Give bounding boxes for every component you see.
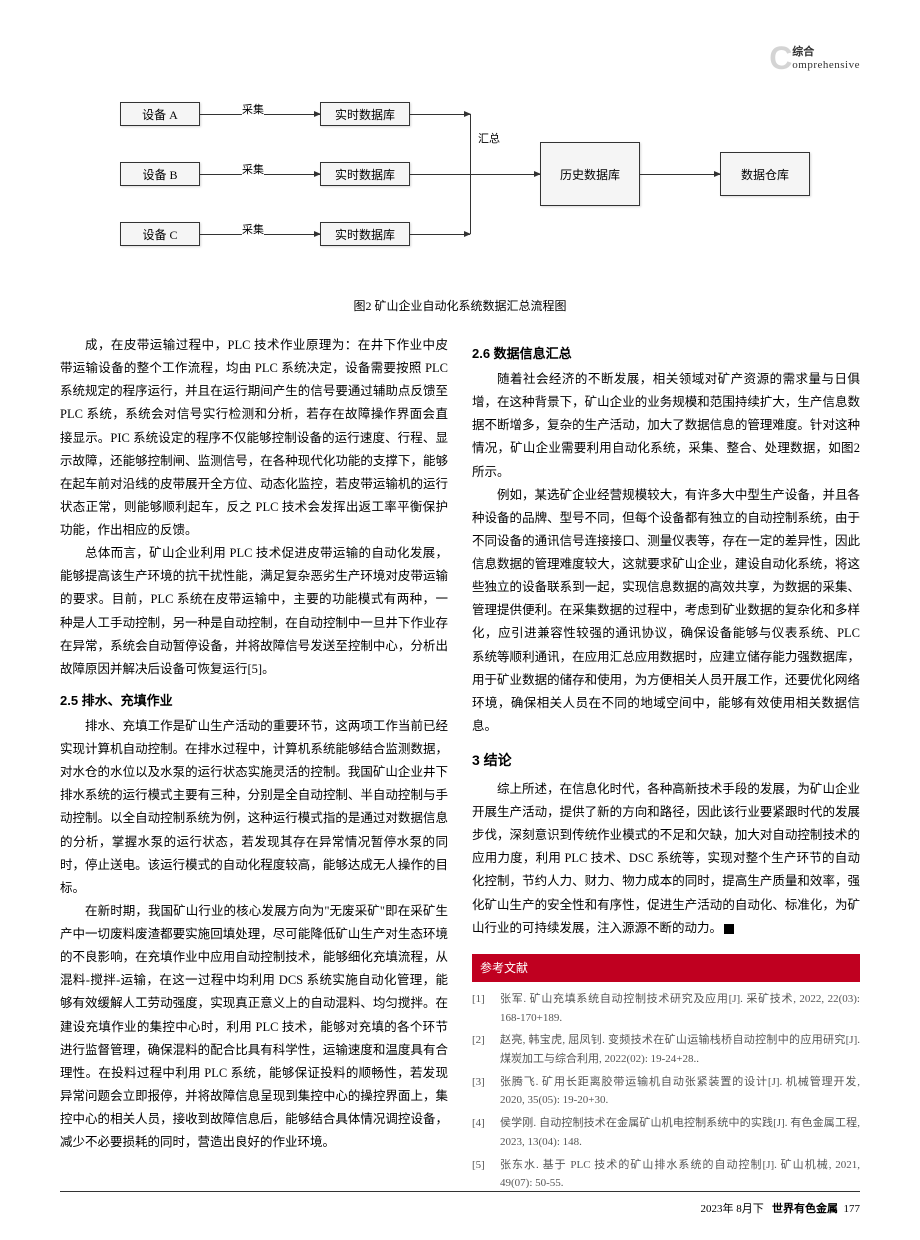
- subsection-25: 2.5 排水、充填作业: [60, 689, 448, 713]
- fc-hist: 历史数据库: [540, 142, 640, 206]
- para: 随着社会经济的不断发展，相关领域对矿产资源的需求量与日俱增，在这种背景下，矿山企…: [472, 368, 860, 484]
- fc-device-c: 设备 C: [120, 222, 200, 246]
- page-footer: 2023年 8月下 世界有色金属 177: [701, 1200, 861, 1216]
- footer-date: 2023年 8月下: [701, 1203, 764, 1215]
- left-column: 成，在皮带运输过程中，PLC 技术作业原理为：在井下作业中皮带运输设备的整个工作…: [60, 334, 448, 1197]
- header-cn: 综合: [792, 46, 860, 58]
- header-en: omprehensive: [792, 59, 860, 71]
- page-header: C 综合 omprehensive: [60, 40, 860, 77]
- fc-line: [410, 234, 470, 235]
- fc-arrow: [410, 174, 540, 175]
- end-mark-icon: [724, 924, 734, 934]
- para: 总体而言，矿山企业利用 PLC 技术促进皮带运输的自动化发展，能够提高该生产环境…: [60, 542, 448, 681]
- para: 例如，某选矿企业经营规模较大，有许多大中型生产设备，并且各种设备的品牌、型号不同…: [472, 484, 860, 738]
- fc-rt3: 实时数据库: [320, 222, 410, 246]
- header-badge: C 综合 omprehensive: [769, 40, 860, 77]
- reference-item: [1]张军. 矿山充填系统自动控制技术研究及应用[J]. 采矿技术, 2022,…: [472, 990, 860, 1027]
- fc-label-collect: 采集: [242, 161, 264, 177]
- para: 成，在皮带运输过程中，PLC 技术作业原理为：在井下作业中皮带运输设备的整个工作…: [60, 334, 448, 542]
- para: 排水、充填工作是矿山生产活动的重要环节，这两项工作当前已经实现计算机自动控制。在…: [60, 715, 448, 900]
- fc-device-b: 设备 B: [120, 162, 200, 186]
- section-3: 3 结论: [472, 748, 860, 774]
- footer-page: 177: [844, 1203, 861, 1215]
- header-c: C: [769, 40, 792, 77]
- reference-item: [4]侯学刚. 自动控制技术在金属矿山机电控制系统中的实践[J]. 有色金属工程…: [472, 1114, 860, 1151]
- flowchart-caption: 图2 矿山企业自动化系统数据汇总流程图: [60, 297, 860, 314]
- fc-line: [410, 114, 470, 115]
- fc-label-collect: 采集: [242, 221, 264, 237]
- para: 在新时期，我国矿山行业的核心发展方向为"无废采矿"即在采矿生产中一切废料废渣都要…: [60, 900, 448, 1154]
- references-list: [1]张军. 矿山充填系统自动控制技术研究及应用[J]. 采矿技术, 2022,…: [472, 990, 860, 1193]
- reference-item: [2]赵亮, 韩宝虎, 屈凤钊. 变频技术在矿山运输栈桥自动控制中的应用研究[J…: [472, 1031, 860, 1068]
- right-column: 2.6 数据信息汇总 随着社会经济的不断发展，相关领域对矿产资源的需求量与日俱增…: [472, 334, 860, 1197]
- fc-rt1: 实时数据库: [320, 102, 410, 126]
- fc-device-a: 设备 A: [120, 102, 200, 126]
- fc-dw: 数据仓库: [720, 152, 810, 196]
- content-columns: 成，在皮带运输过程中，PLC 技术作业原理为：在井下作业中皮带运输设备的整个工作…: [60, 334, 860, 1197]
- fc-label-collect: 采集: [242, 101, 264, 117]
- fc-arrow: [640, 174, 720, 175]
- flowchart: 设备 A 设备 B 设备 C 实时数据库 实时数据库 实时数据库 历史数据库 数…: [100, 97, 820, 277]
- references-header: 参考文献: [472, 954, 860, 982]
- footer-line: [60, 1191, 860, 1192]
- reference-item: [3]张腾飞. 矿用长距离胶带运输机自动张紧装置的设计[J]. 机械管理开发, …: [472, 1073, 860, 1110]
- reference-item: [5]张东水. 基于 PLC 技术的矿山排水系统的自动控制[J]. 矿山机械, …: [472, 1156, 860, 1193]
- para: 综上所述，在信息化时代，各种高新技术手段的发展，为矿山企业开展生产活动，提供了新…: [472, 778, 860, 940]
- footer-mag: 世界有色金属: [772, 1203, 838, 1215]
- fc-rt2: 实时数据库: [320, 162, 410, 186]
- subsection-26: 2.6 数据信息汇总: [472, 342, 860, 366]
- fc-label-summary: 汇总: [478, 130, 500, 146]
